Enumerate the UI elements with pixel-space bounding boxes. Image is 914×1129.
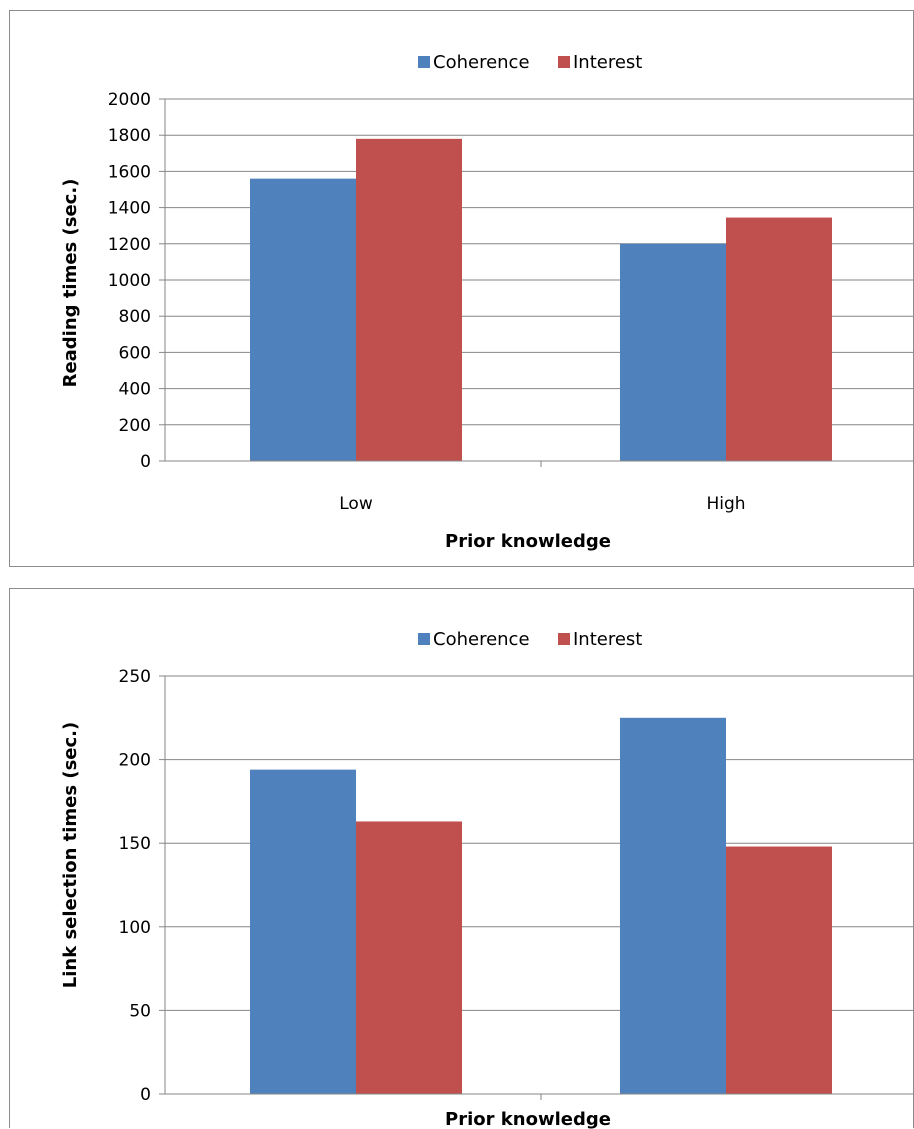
x-tick-label: Low [339, 494, 373, 514]
y-tick-label: 100 [119, 918, 151, 938]
legend: Coherence Interest [418, 629, 642, 650]
bar-coherence-high [620, 717, 726, 1094]
legend-label-coherence: Coherence [433, 52, 530, 73]
y-tick-label: 800 [119, 307, 151, 327]
bar-interest-high [726, 217, 832, 461]
x-tick-label: High [706, 494, 745, 514]
y-axis-title: Reading times (sec.) [60, 179, 81, 388]
legend-swatch-interest [558, 633, 570, 645]
y-tick-label: 1600 [108, 162, 151, 182]
bar-coherence-low [250, 769, 356, 1094]
y-axis-title: Link selection times (sec.) [60, 722, 81, 988]
x-axis-title: Prior knowledge [445, 1109, 611, 1129]
y-tick-label: 200 [119, 751, 151, 771]
bar-interest-low [356, 821, 462, 1094]
y-tick-label: 1400 [108, 199, 151, 219]
y-tick-label: 50 [129, 1001, 151, 1021]
y-tick-label: 250 [119, 667, 151, 687]
y-tick-label: 200 [119, 416, 151, 436]
y-tick-label: 1200 [108, 235, 151, 255]
bar-interest-high [726, 846, 832, 1094]
legend-label-interest: Interest [573, 52, 642, 73]
legend: Coherence Interest [418, 52, 642, 73]
legend-swatch-coherence [418, 56, 430, 68]
legend-swatch-coherence [418, 633, 430, 645]
legend-label-coherence: Coherence [433, 629, 530, 650]
bar-coherence-low [250, 178, 356, 461]
reading-times-chart: 0 200 400 600 800 1000 1200 1400 1600 1800 2000 Lo… [9, 10, 914, 567]
bar-coherence-high [620, 243, 726, 461]
y-tick-label: 1000 [108, 271, 151, 291]
y-tick-label: 150 [119, 834, 151, 854]
legend-label-interest: Interest [573, 629, 642, 650]
y-tick-label: 1800 [108, 126, 151, 146]
x-axis-title: Prior knowledge [445, 531, 611, 552]
y-tick-label: 400 [119, 380, 151, 400]
y-tick-label: 0 [140, 1085, 151, 1105]
y-tick-label: 600 [119, 343, 151, 363]
legend-swatch-interest [558, 56, 570, 68]
y-tick-label: 2000 [108, 90, 151, 110]
bar-interest-low [356, 138, 462, 461]
y-tick-label: 0 [140, 452, 151, 472]
reading-times-chart-svg: 0 200 400 600 800 1000 1200 1400 1600 1800 2000 Lo… [60, 52, 914, 552]
